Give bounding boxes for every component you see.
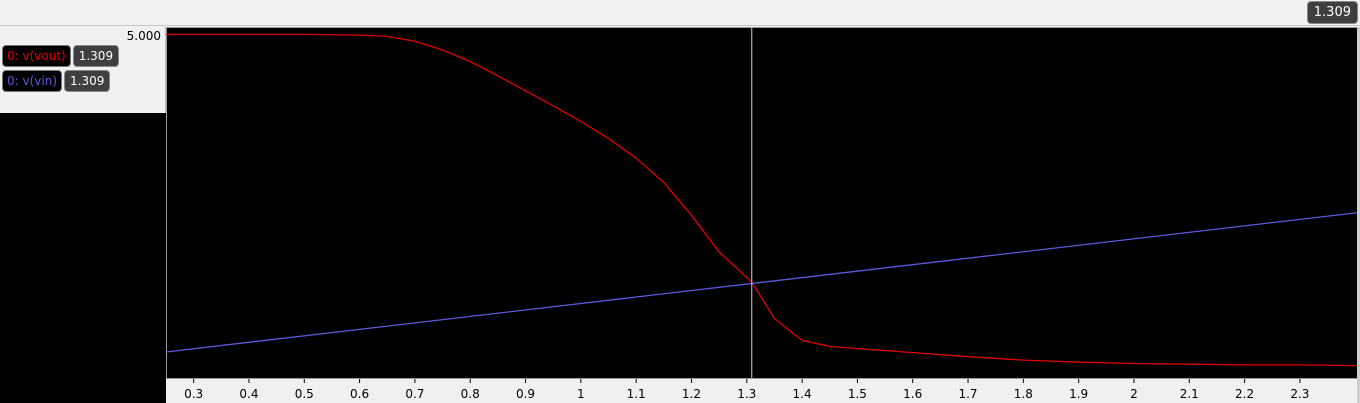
plot-background <box>166 27 1358 379</box>
x-tick-label: 1.8 <box>1014 387 1033 401</box>
x-tick-label: 2 <box>1130 387 1138 401</box>
y-axis-max-label: 5.000 <box>126 29 161 43</box>
series-line-vin <box>166 211 1358 353</box>
x-axis-area <box>166 378 1358 403</box>
trace-value-vout: 1.309 <box>72 45 120 67</box>
x-tick-label: 1 <box>577 387 585 401</box>
x-tick-label: 0.4 <box>239 387 258 401</box>
trace-value-vin: 1.309 <box>64 70 111 92</box>
x-tick-label: 0.3 <box>184 387 203 401</box>
x-tick-label: 2.3 <box>1290 387 1309 401</box>
trace-legend: 5.000 0: v(vout) 1.309 0: v(vin) 1.309 <box>0 27 166 113</box>
x-tick-label: 0.6 <box>350 387 369 401</box>
x-tick-label: 1.5 <box>848 387 867 401</box>
trace-name-vin[interactable]: 0: v(vin) <box>2 70 62 92</box>
x-tick-label: 0.9 <box>516 387 535 401</box>
x-tick-label: 2.2 <box>1235 387 1254 401</box>
x-tick-label: 1.6 <box>903 387 922 401</box>
x-tick-label: 1.9 <box>1069 387 1088 401</box>
trace-row-vout[interactable]: 0: v(vout) 1.309 <box>2 45 120 67</box>
trace-row-vin[interactable]: 0: v(vin) 1.309 <box>2 70 111 92</box>
cursor-value-readout: 1.309 <box>1306 1 1358 24</box>
x-tick-label: 0.7 <box>405 387 424 401</box>
x-tick-label: 1.2 <box>682 387 701 401</box>
waveform-plot[interactable]: 0.3 0.4 0.5 0.6 0.7 0.8 0.9 1 1.1 1.2 1.3 1.4 1.5 1.6… <box>166 27 1358 403</box>
series-line-vout <box>166 33 1358 367</box>
x-tick-label: 1.3 <box>737 387 756 401</box>
x-tick-label: 1.1 <box>627 387 646 401</box>
x-tick-label: 1.7 <box>958 387 977 401</box>
right-border <box>1357 27 1360 403</box>
cursor-toolbar: 1.309 <box>0 0 1360 26</box>
x-tick-label: 0.8 <box>461 387 480 401</box>
trace-name-vout[interactable]: 0: v(vout) <box>2 45 71 67</box>
plot-area[interactable]: 0.3 0.4 0.5 0.6 0.7 0.8 0.9 1 1.1 1.2 1.3 1.4 1.5 1.6… <box>166 27 1358 403</box>
x-tick-label: 0.5 <box>295 387 314 401</box>
x-tick-label: 2.1 <box>1180 387 1199 401</box>
x-tick-label: 1.4 <box>793 387 812 401</box>
